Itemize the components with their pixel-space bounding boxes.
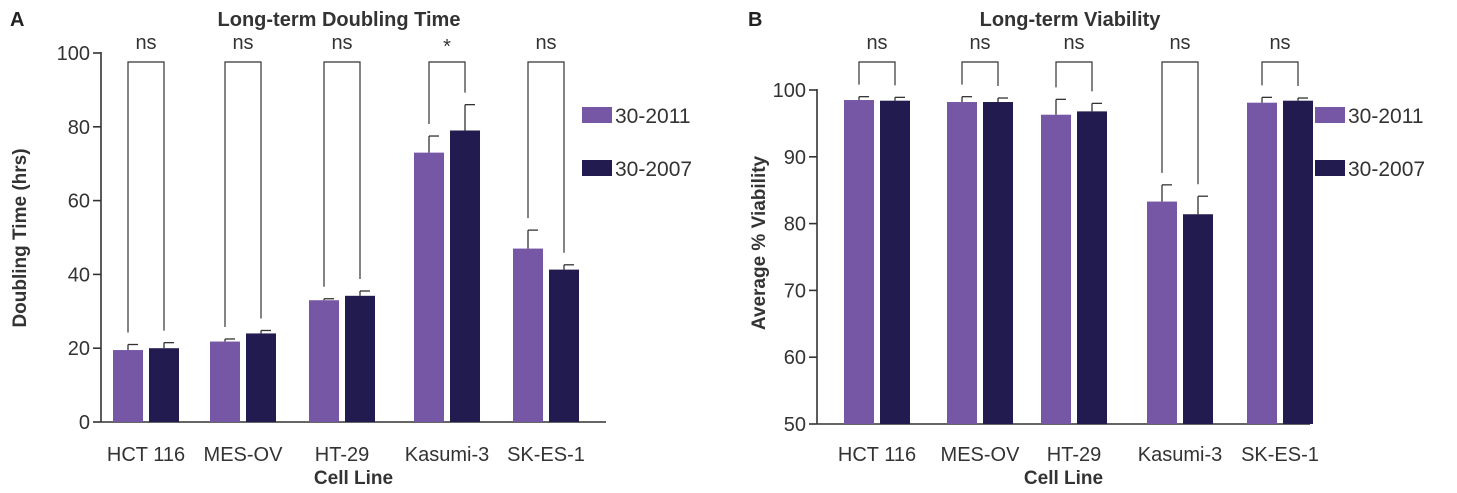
bar-series1 [1147, 201, 1177, 424]
significance-bracket [961, 61, 999, 87]
significance-bracket [1161, 61, 1199, 185]
legend-swatch-series1 [582, 107, 612, 123]
bar-series1 [844, 100, 874, 425]
y-tick-label: 90 [784, 147, 806, 169]
significance-bracket [127, 61, 165, 333]
y-tick-label: 80 [68, 117, 90, 139]
significance-bracket [527, 61, 565, 253]
panel-letter: A [10, 9, 24, 31]
y-tick-label: 70 [784, 280, 806, 302]
bar-series2 [345, 295, 375, 422]
x-tick-label: Kasumi-3 [1138, 444, 1222, 466]
bar-series1 [113, 350, 143, 422]
significance-bracket [1055, 61, 1093, 92]
panel-b: B Long-term Viability 50 60 70 80 90 100 Average… [748, 9, 1425, 489]
legend-swatch-series2 [582, 160, 612, 176]
bar-series2 [1077, 111, 1107, 424]
significance-bracket [428, 61, 466, 125]
x-tick-label: MES-OV [941, 444, 1021, 466]
significance-bracket [224, 61, 262, 327]
significance-label: ns [1063, 32, 1084, 54]
bar-series2 [1283, 100, 1313, 425]
significance-label: ns [866, 32, 887, 54]
y-axis-label: Doubling Time (hrs) [10, 148, 31, 327]
significance-label: ns [331, 32, 352, 54]
significance-label: ns [1169, 32, 1190, 54]
significance-label: ns [135, 32, 156, 54]
y-tick-label: 40 [68, 264, 90, 286]
bar-series1 [1247, 102, 1277, 424]
legend-label: 30-2007 [615, 158, 692, 181]
bar-series2 [149, 348, 179, 422]
x-tick-label: HT-29 [315, 444, 369, 466]
bar-series1 [309, 300, 339, 422]
y-axis-label: Average % Viability [749, 155, 770, 330]
bar-series2 [880, 100, 910, 425]
bar-series2 [246, 333, 276, 422]
legend-label: 30-2011 [1348, 105, 1424, 128]
bar-series1 [947, 102, 977, 425]
x-tick-label: Kasumi-3 [405, 444, 489, 466]
x-axis-label: Cell Line [1024, 468, 1103, 489]
panel-a: A Long-term Doubling Time 0 20 40 60 80 100 Doub… [10, 9, 692, 489]
bar-series2 [549, 269, 579, 422]
bar-series1 [513, 248, 543, 422]
bar-series1 [414, 152, 444, 422]
legend-label: 30-2011 [615, 105, 691, 128]
significance-label: * [443, 36, 451, 58]
bar-series2 [1183, 214, 1213, 424]
y-tick-label: 0 [79, 412, 90, 434]
significance-label: ns [969, 32, 990, 54]
chart-title: Long-term Viability [980, 9, 1162, 31]
bar-series1 [210, 341, 240, 422]
x-tick-label: HCT 116 [838, 444, 916, 466]
y-tick-label: 100 [57, 43, 90, 65]
legend-swatch-series1 [1315, 107, 1345, 123]
significance-bracket [858, 61, 896, 86]
significance-bracket [323, 61, 361, 287]
y-tick-label: 50 [784, 414, 806, 436]
y-tick-label: 60 [68, 191, 90, 213]
significance-label: ns [535, 32, 556, 54]
y-tick-label: 60 [784, 347, 806, 369]
x-axis-label: Cell Line [314, 468, 393, 489]
bar-series1 [1041, 114, 1071, 424]
chart-title: Long-term Doubling Time [218, 9, 461, 31]
significance-label: ns [1269, 32, 1290, 54]
significance-bracket [1261, 61, 1299, 87]
significance-label: ns [232, 32, 253, 54]
y-tick-label: 80 [784, 214, 806, 236]
legend-label: 30-2007 [1348, 158, 1425, 181]
panel-letter: B [748, 9, 762, 31]
x-tick-label: MES-OV [204, 444, 284, 466]
y-tick-label: 100 [773, 80, 806, 102]
bar-series2 [983, 102, 1013, 425]
y-tick-label: 20 [68, 338, 90, 360]
legend-swatch-series2 [1315, 160, 1345, 176]
x-tick-label: HCT 116 [107, 444, 185, 466]
bar-series2 [450, 130, 480, 423]
x-tick-label: HT-29 [1047, 444, 1101, 466]
x-tick-label: SK-ES-1 [507, 444, 585, 466]
x-tick-label: SK-ES-1 [1241, 444, 1319, 466]
